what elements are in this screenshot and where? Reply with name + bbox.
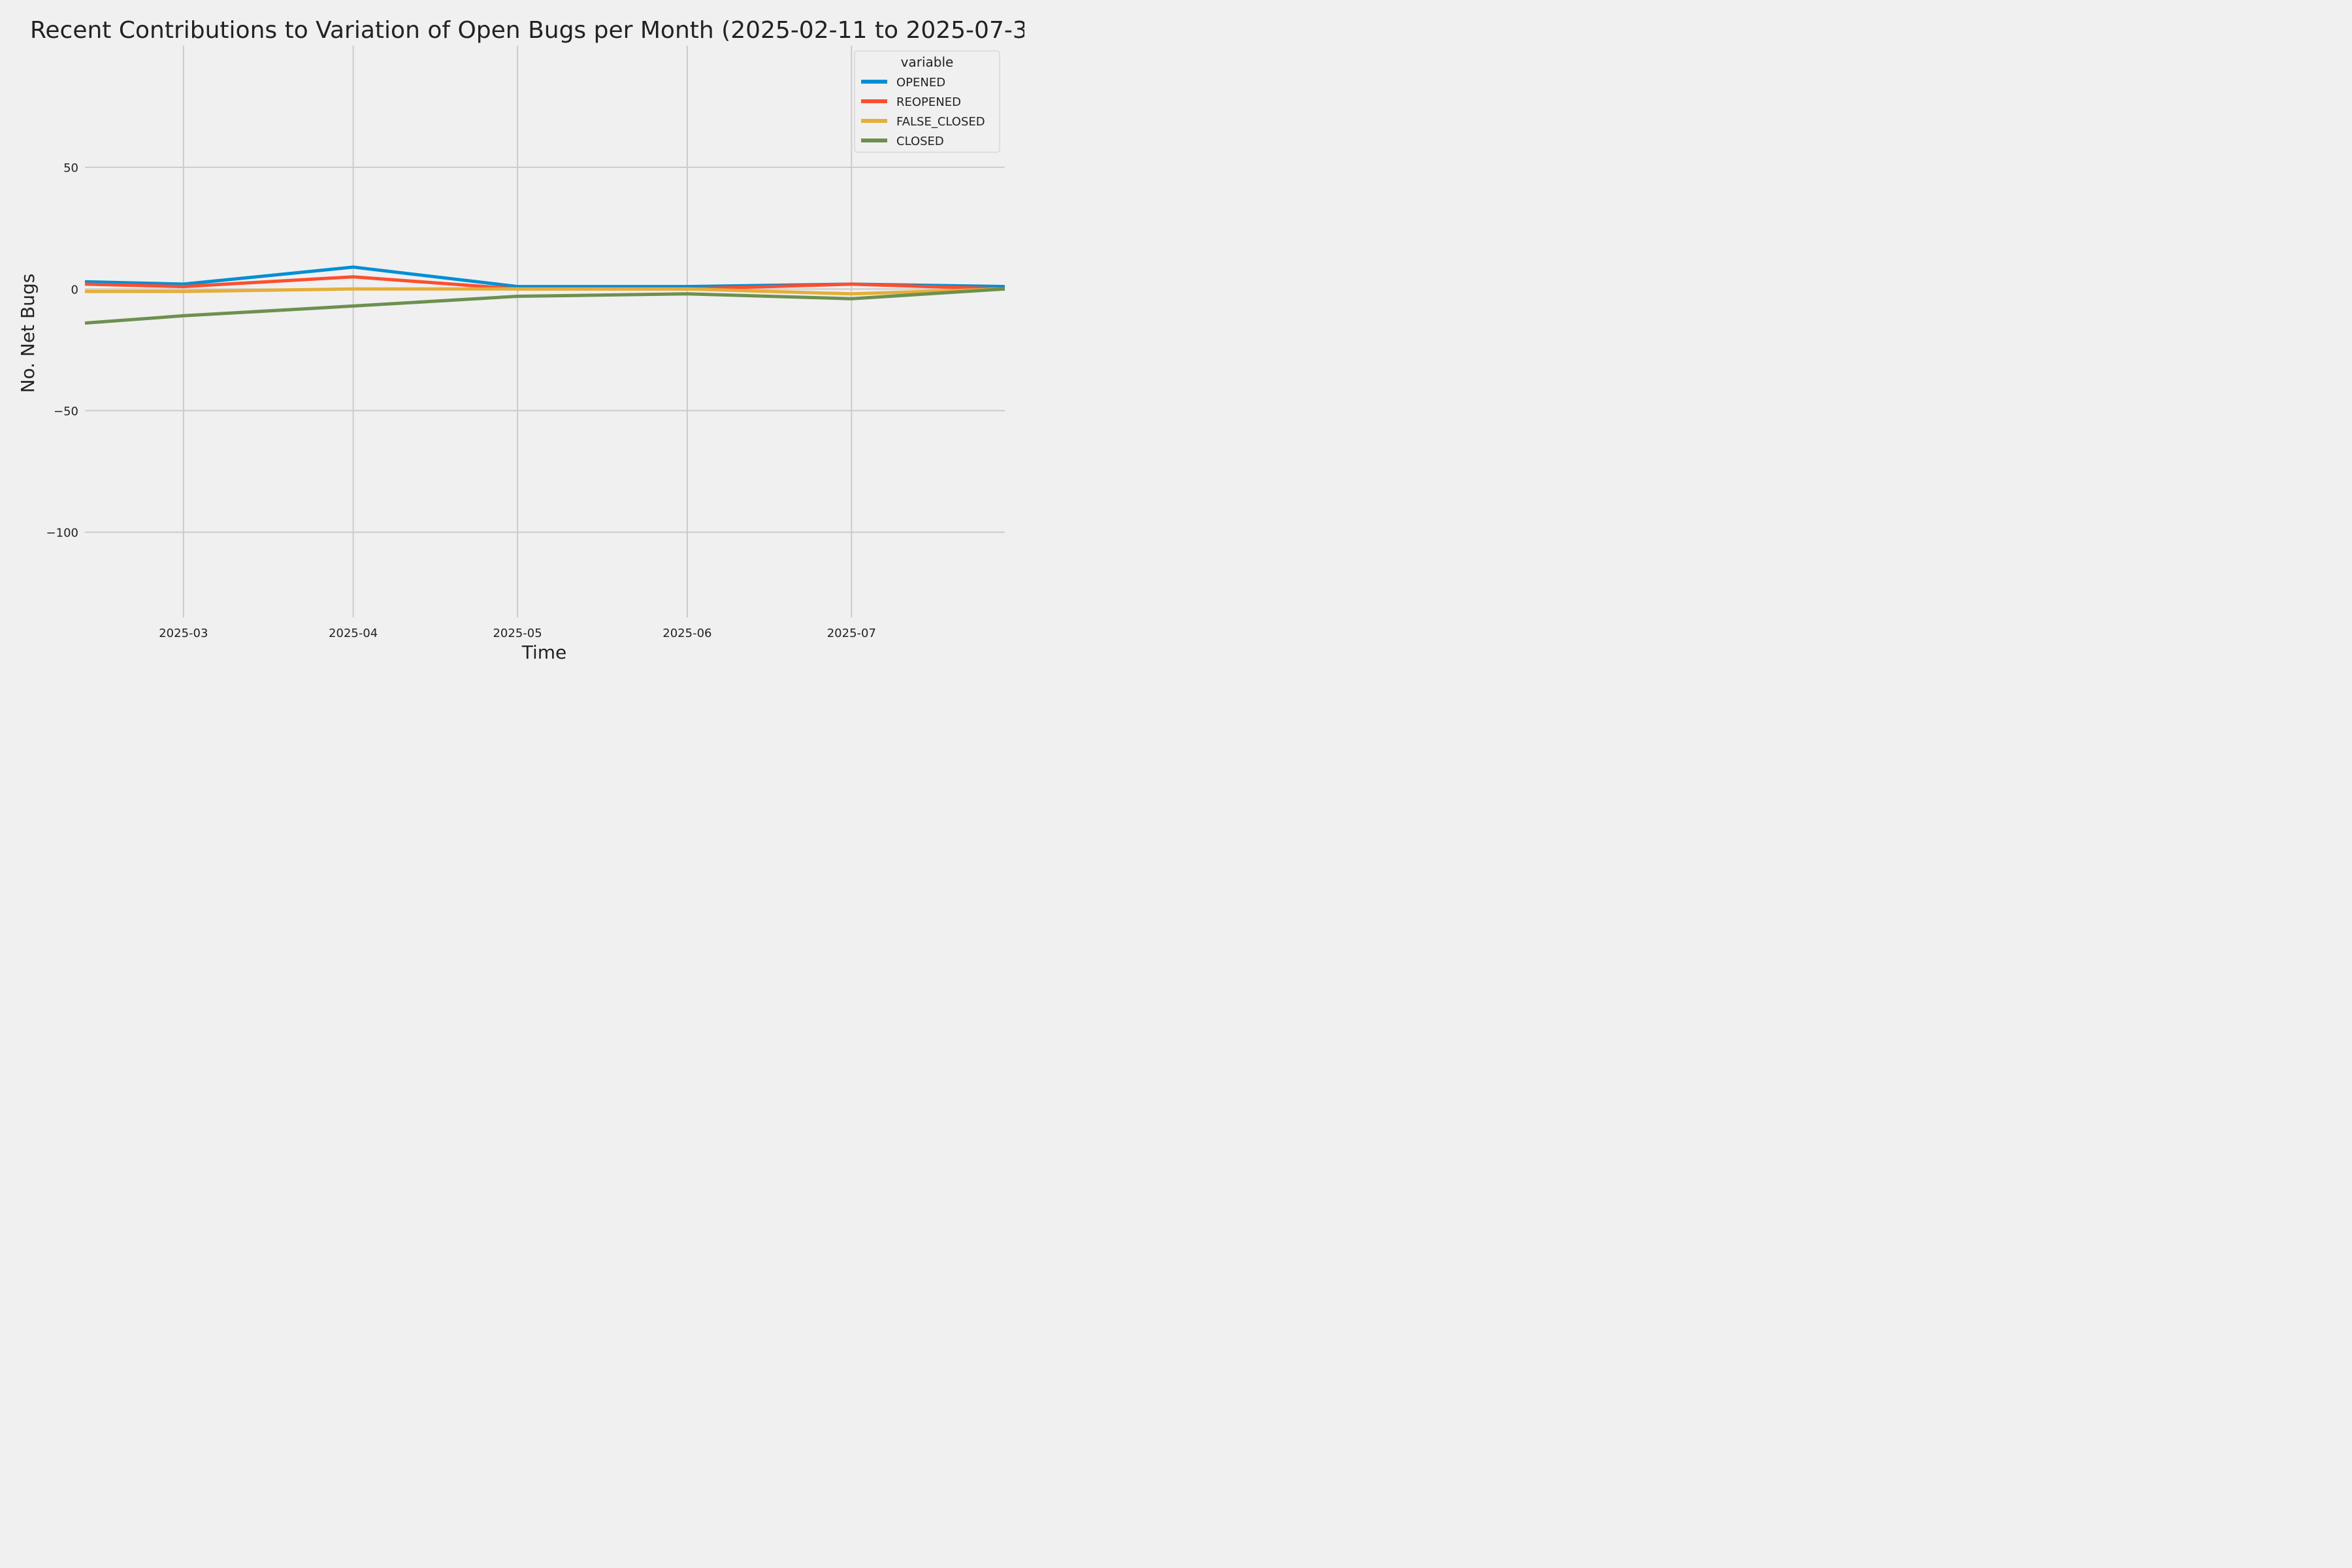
legend-entries: OPENED REOPENED FALSE_CLOSED CLOSED [861,76,985,148]
series-line-false-closed [85,287,1005,296]
line-chart: 500−50−100 2025-03 2025-04 2025-05 2025-06 2… [0,0,1024,683]
legend-title: variable [901,54,954,70]
x-tick-label: 2025-03 [159,627,208,640]
y-tick-label: −50 [54,405,78,419]
chart-background [0,0,1024,683]
series-line-closed [84,287,1005,325]
legend-box [854,50,1000,153]
y-tick-label: 0 [71,283,78,297]
x-tick-label: 2025-06 [662,627,711,640]
legend: variable OPENED REOPENED FALSE_CLOSED CLOSE… [854,50,1000,153]
y-tick-labels: 50 0 −50 −100 [46,161,78,540]
x-tick-label: 2025-07 [827,627,876,640]
legend-label: REOPENED [896,95,961,109]
x-axis-label: Time [521,642,567,663]
legend-label: FALSE_CLOSED [896,115,985,129]
legend-label: OPENED [896,76,945,90]
chart-title: Recent Contributions to Variation of Ope… [30,17,1024,44]
x-tick-label: 2025-04 [329,627,378,640]
y-axis-label: No. Net Bugs [17,274,39,393]
x-tick-label: 2025-05 [493,627,542,640]
legend-label: CLOSED [896,135,944,148]
x-tick-labels: 2025-03 2025-04 2025-05 2025-06 2025-07 [159,627,876,640]
y-tick-label: 50 [63,161,78,175]
series-lines [84,265,1005,325]
y-tick-label: −100 [46,527,78,540]
